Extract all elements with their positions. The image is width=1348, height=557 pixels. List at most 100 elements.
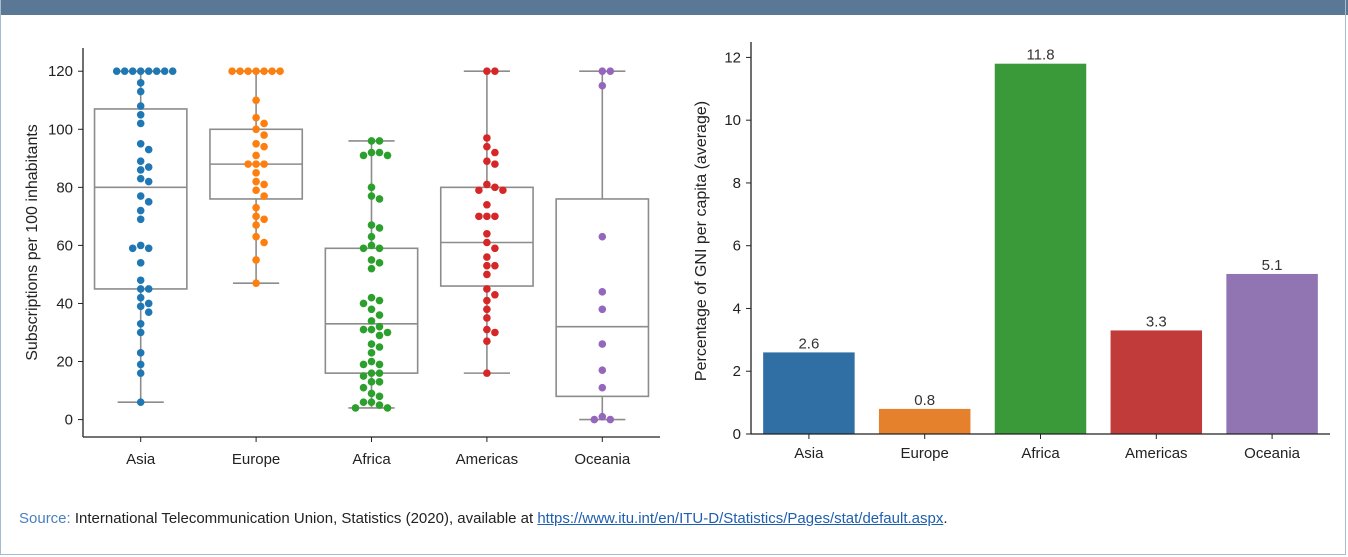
swarm-point [475, 186, 483, 195]
swarm-point [359, 244, 368, 253]
swarm-point [136, 398, 145, 406]
swarm-point [367, 325, 376, 334]
swarm-point [367, 137, 376, 145]
swarm-point [260, 67, 268, 76]
x-tick-label: Africa [352, 451, 391, 468]
swarm-point [367, 317, 376, 325]
swarm-point [367, 389, 376, 398]
swarm-point [483, 200, 491, 209]
swarm-point [359, 299, 368, 308]
swarm-point [136, 328, 145, 337]
swarm-point [375, 378, 384, 386]
swarm-point [252, 279, 260, 287]
swarm-point [144, 145, 153, 154]
swarm-point [375, 296, 384, 305]
swarm-point [260, 119, 268, 128]
swarm-point [252, 151, 260, 160]
bar-data-label: 3.3 [1146, 313, 1167, 330]
swarm-point [483, 134, 491, 142]
swarm-point [144, 244, 153, 253]
y-axis-label: Subscriptions per 100 inhabitants [24, 124, 41, 361]
swarm-point [375, 148, 384, 157]
bar [994, 63, 1087, 435]
swarm-point [136, 302, 145, 311]
swarm-point [260, 160, 268, 168]
swarm-point [252, 232, 260, 241]
swarm-point [483, 157, 491, 166]
swarm-point [260, 215, 268, 224]
swarm-point [483, 296, 491, 305]
y-tick-label: 12 [724, 49, 741, 66]
x-tick-label: Europe [901, 445, 949, 462]
swarm-point [606, 415, 615, 424]
swarm-point [598, 232, 607, 241]
swarm-point [136, 110, 145, 119]
box-iqr [555, 198, 650, 398]
swarm-point [359, 383, 368, 392]
swarm-point [383, 328, 392, 337]
swarm-point [136, 139, 145, 148]
swarm-point [375, 392, 384, 401]
swarm-point [136, 276, 145, 285]
swarm-point [120, 67, 129, 76]
swarm-point [128, 244, 137, 253]
swarm-point [367, 232, 376, 241]
x-tick-label: Africa [1021, 445, 1060, 462]
x-tick-label: Oceania [574, 451, 631, 468]
box-swarm-chart: 0 20 40 60 80 100 120 Asia Europe Africa Americas O… [24, 48, 660, 468]
swarm-point [598, 412, 607, 421]
swarm-point [590, 415, 599, 424]
swarm-point [359, 325, 368, 334]
swarm-point [351, 404, 360, 412]
swarm-point [144, 67, 153, 76]
swarm-point [375, 343, 384, 351]
swarm-point [252, 113, 260, 122]
swarm-point [252, 169, 260, 177]
swarm-point [598, 288, 607, 296]
swarm-point [483, 229, 491, 238]
swarm-point [491, 328, 499, 337]
swarm-point [136, 67, 145, 76]
x-tick-label: Europe [232, 451, 280, 468]
swarm-point [136, 293, 145, 302]
swarm-point [260, 192, 268, 200]
swarm-point [598, 383, 607, 392]
source-link[interactable]: https://www.itu.int/en/ITU-D/Statistics/… [537, 510, 944, 527]
swarm-point [359, 372, 368, 380]
swarm-point [375, 401, 384, 409]
swarm-point [375, 360, 384, 369]
swarm-point [144, 285, 153, 293]
swarm-point [598, 67, 607, 76]
swarm-point [136, 174, 145, 183]
swarm-point [252, 203, 260, 212]
swarm-point [244, 67, 252, 76]
swarm-point [491, 261, 499, 270]
source-text: International Telecommunication Union, S… [70, 510, 538, 527]
swarm-point [136, 119, 145, 128]
bar [878, 408, 971, 434]
swarm-point [112, 67, 121, 76]
swarm-point [276, 67, 284, 76]
swarm-point [483, 67, 491, 76]
swarm-point [483, 261, 491, 270]
y-tick-label: 40 [56, 295, 73, 312]
swarm-point [367, 192, 376, 200]
swarm-point [375, 331, 384, 340]
swarm-point [252, 221, 260, 229]
y-tick-label: 0 [65, 412, 73, 429]
swarm-point [367, 221, 376, 229]
swarm-point [367, 378, 376, 386]
swarm-point [491, 183, 499, 192]
swarm-point [252, 139, 260, 148]
y-tick-label: 6 [733, 238, 741, 255]
top-banner [0, 0, 1348, 15]
swarm-point [483, 212, 491, 221]
bar [1110, 330, 1203, 434]
swarm-point [375, 259, 384, 267]
swarm-point [491, 148, 499, 157]
swarm-point [491, 160, 499, 168]
swarm-point [367, 241, 376, 250]
swarm-point [268, 67, 276, 76]
